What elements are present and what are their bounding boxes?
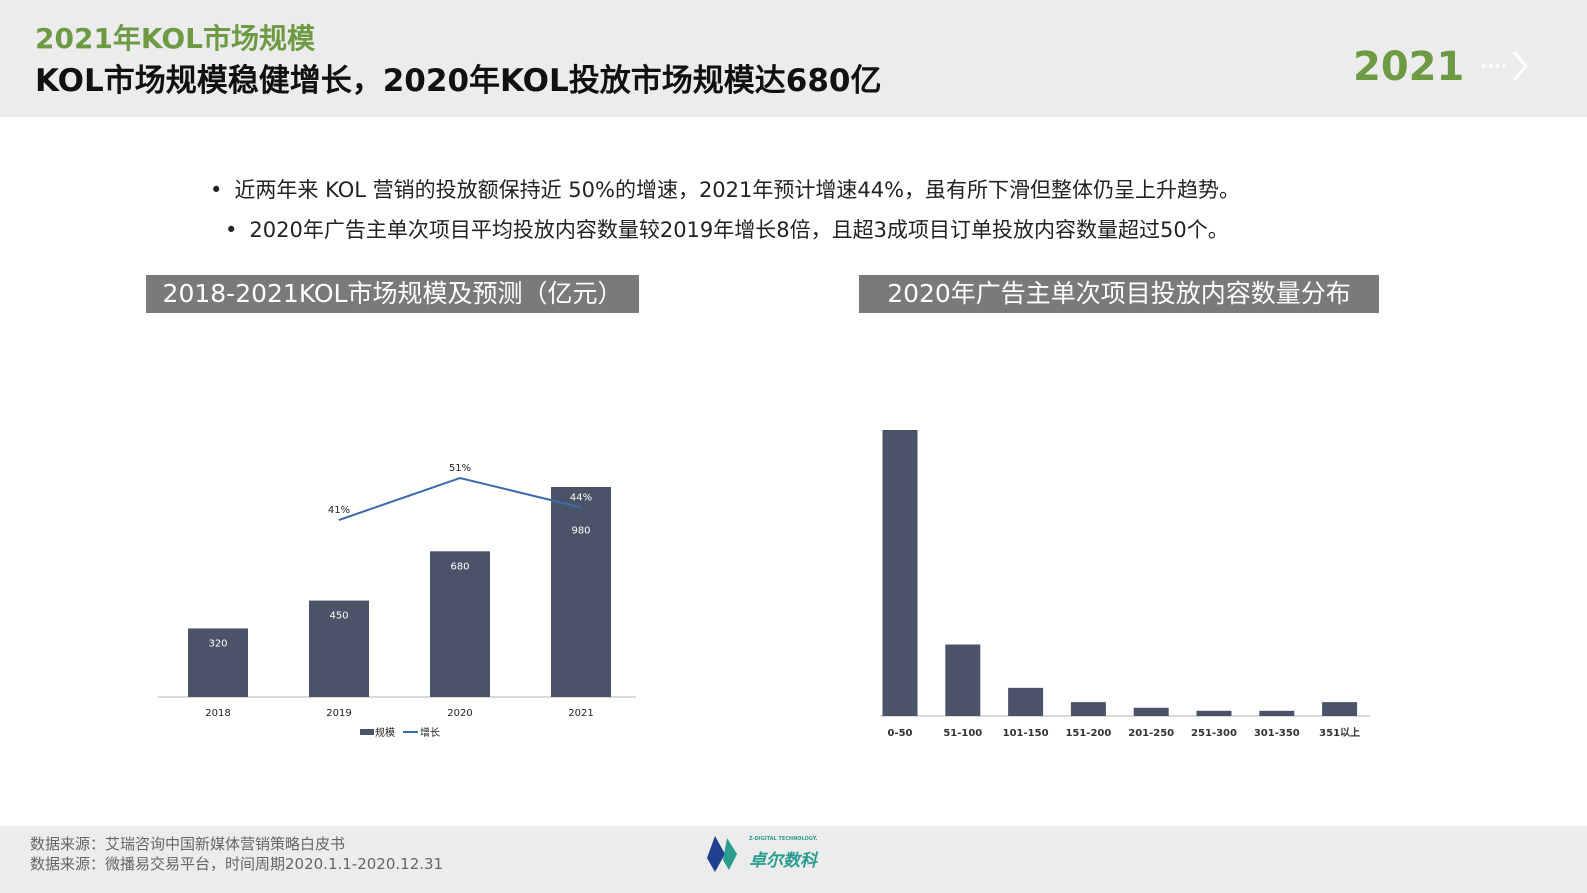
source-1: 数据来源：艾瑞咨询中国新媒体营销策略白皮书 — [30, 835, 346, 853]
x-tick-2020: 2020 — [447, 708, 472, 719]
bar-351以上 — [1322, 702, 1358, 716]
header: 2021年KOL市场规模 KOL市场规模稳健增长，2020年KOL投放市场规模达… — [0, 0, 1587, 117]
logo-text: 卓尔数科 — [749, 851, 819, 871]
next-arrow-icon[interactable] — [1480, 48, 1530, 84]
legend-bar-label: 规模 — [375, 726, 395, 739]
bar-label-2019: 450 — [329, 611, 348, 622]
x-tick-51-100: 51-100 — [943, 728, 982, 739]
x-tick-201-250: 201-250 — [1128, 728, 1174, 739]
slide-title: KOL市场规模稳健增长，2020年KOL投放市场规模达680亿 — [35, 63, 882, 99]
legend-line-label: 增长 — [420, 726, 440, 739]
footer: 数据来源：艾瑞咨询中国新媒体营销策略白皮书 数据来源：微播易交易平台，时间周期2… — [0, 826, 1587, 893]
growth-line — [338, 476, 582, 521]
chart2-title: 2020年广告主单次项目投放内容数量分布 — [859, 275, 1379, 313]
bullet-2: 2020年广告主单次项目平均投放内容数量较2019年增长8倍，且超3成项目订单投… — [210, 210, 1240, 250]
x-tick-251-300: 251-300 — [1191, 728, 1237, 739]
line-label-2020: 51% — [449, 463, 471, 474]
bar-label-2020: 680 — [450, 561, 469, 572]
line-label-2019: 41% — [328, 505, 350, 516]
x-tick-2019: 2019 — [326, 708, 351, 719]
slide-kicker: 2021年KOL市场规模 — [35, 22, 316, 55]
x-tick-101-150: 101-150 — [1003, 728, 1049, 739]
x-tick-2018: 2018 — [205, 708, 230, 719]
bar-2018 — [188, 628, 248, 697]
year-label: 2021 — [1353, 44, 1465, 90]
logo-subtext: Z-DIGITAL TECHNOLOGY. — [749, 836, 818, 842]
legend-bar-swatch — [360, 729, 374, 735]
source-2: 数据来源：微播易交易平台，时间周期2020.1.1-2020.12.31 — [30, 855, 444, 873]
bar-0-50 — [882, 430, 918, 716]
company-logo: Z-DIGITAL TECHNOLOGY. 卓尔数科 — [707, 836, 819, 872]
x-tick-301-350: 301-350 — [1254, 728, 1300, 739]
x-tick-0-50: 0-50 — [887, 728, 912, 739]
bar-301-350 — [1259, 710, 1295, 716]
x-tick-2021: 2021 — [568, 708, 593, 719]
line-label-2021: 44% — [570, 492, 592, 503]
x-tick-151-200: 151-200 — [1065, 728, 1111, 739]
chart1-title: 2018-2021KOL市场规模及预测（亿元） — [146, 275, 639, 313]
bullet-1: 近两年来 KOL 营销的投放额保持近 50%的增速，2021年预计增速44%，虽… — [210, 170, 1240, 210]
bar-151-200 — [1070, 702, 1106, 716]
bar-2020 — [430, 551, 490, 697]
bar-label-2021: 980 — [571, 525, 590, 536]
bar-2019 — [309, 600, 369, 697]
bar-201-250 — [1133, 707, 1169, 716]
bar-51-100 — [945, 644, 981, 716]
bar-101-150 — [1008, 687, 1044, 716]
bullet-list: 近两年来 KOL 营销的投放额保持近 50%的增速，2021年预计增速44%，虽… — [210, 170, 1240, 250]
x-tick-351以上: 351以上 — [1319, 726, 1360, 739]
bar-251-300 — [1196, 710, 1232, 716]
bar-2021 — [551, 487, 611, 697]
bar-label-2018: 320 — [208, 638, 227, 649]
